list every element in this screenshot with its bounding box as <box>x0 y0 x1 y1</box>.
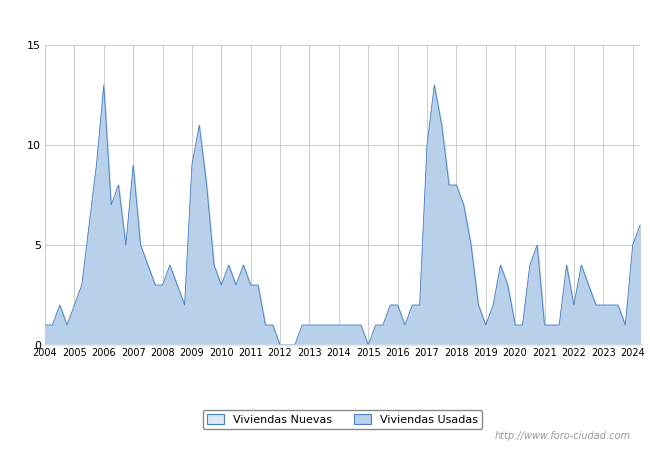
Text: http://www.foro-ciudad.com: http://www.foro-ciudad.com <box>495 431 630 441</box>
Text: Caudete de las Fuentes - Evolucion del Nº de Transacciones Inmobiliarias: Caudete de las Fuentes - Evolucion del N… <box>81 9 569 22</box>
Legend: Viviendas Nuevas, Viviendas Usadas: Viviendas Nuevas, Viviendas Usadas <box>203 410 482 429</box>
